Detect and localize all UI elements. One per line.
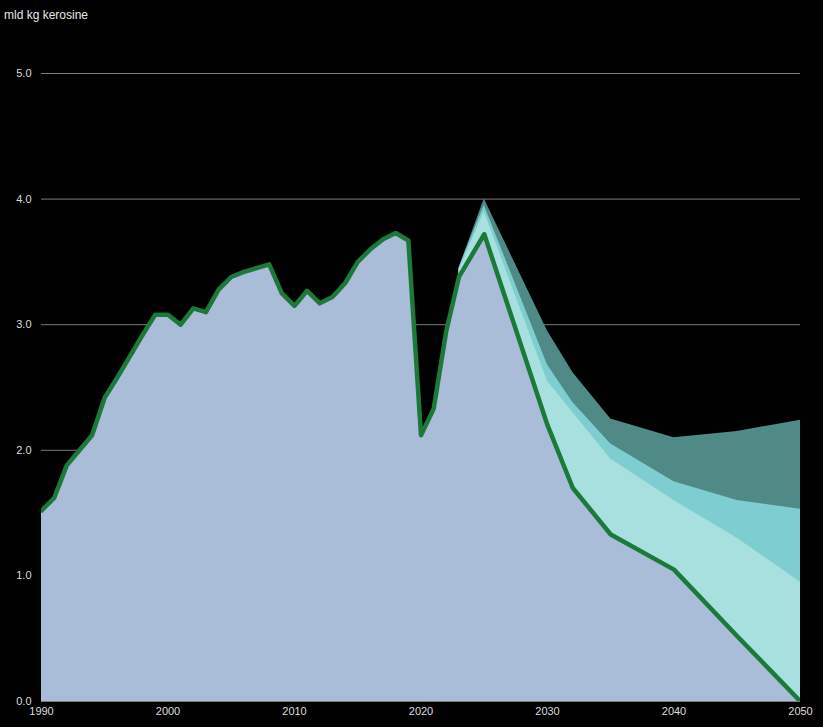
svg-text:2010: 2010 bbox=[282, 705, 306, 717]
svg-text:3.0: 3.0 bbox=[16, 318, 31, 330]
svg-text:1990: 1990 bbox=[29, 705, 53, 717]
svg-text:2050: 2050 bbox=[788, 705, 812, 717]
svg-text:2000: 2000 bbox=[156, 705, 180, 717]
svg-text:2040: 2040 bbox=[662, 705, 686, 717]
svg-text:2030: 2030 bbox=[535, 705, 559, 717]
svg-text:2.0: 2.0 bbox=[16, 444, 31, 456]
svg-text:4.0: 4.0 bbox=[16, 193, 31, 205]
html-text:mld kg kerosine: mld kg kerosine bbox=[4, 8, 88, 22]
svg-text:5.0: 5.0 bbox=[16, 67, 31, 79]
svg-text:2020: 2020 bbox=[409, 705, 433, 717]
svg-text:1.0: 1.0 bbox=[16, 569, 31, 581]
svg-text:0.0: 0.0 bbox=[16, 695, 31, 707]
